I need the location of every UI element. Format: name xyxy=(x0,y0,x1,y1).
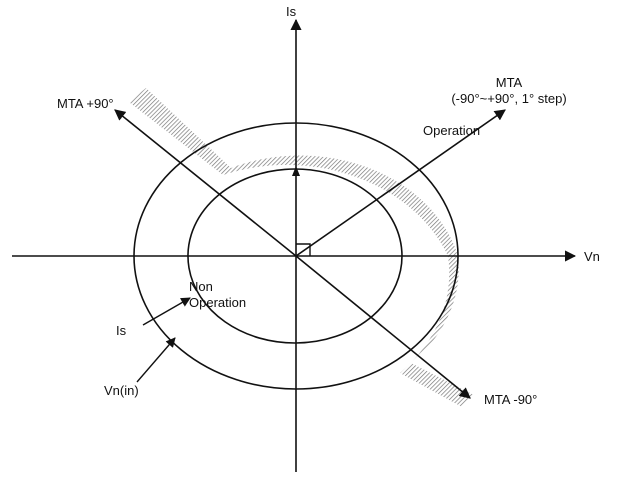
mta-minus-90-label: MTA -90° xyxy=(484,392,537,407)
operation-label: Operation xyxy=(423,123,480,138)
is-callout-arrow xyxy=(142,297,191,326)
mta-range-label: (-90°~+90°, 1° step) xyxy=(451,91,566,106)
is-axis-label: Is xyxy=(286,4,297,19)
operation-boundary-hatch xyxy=(129,88,474,407)
vn-in-callout-label: Vn(in) xyxy=(104,383,139,398)
mta-minus-90-line xyxy=(295,255,471,399)
is-callout-label: Is xyxy=(116,323,127,338)
is-vector-arrowhead xyxy=(292,166,300,176)
vn-axis-label: Vn xyxy=(584,249,600,264)
right-angle-mark xyxy=(296,243,311,256)
mta-plus-90-label: MTA +90° xyxy=(57,96,114,111)
mta-plus-90-line xyxy=(114,109,297,257)
vn-in-callout-arrow xyxy=(136,337,176,383)
mta-line xyxy=(295,109,506,257)
inner-ellipse-arc xyxy=(187,168,403,344)
non-operation-label-line2: Operation xyxy=(189,295,246,310)
mta-label: MTA xyxy=(496,75,523,90)
non-operation-label-line1: Non xyxy=(189,279,213,294)
